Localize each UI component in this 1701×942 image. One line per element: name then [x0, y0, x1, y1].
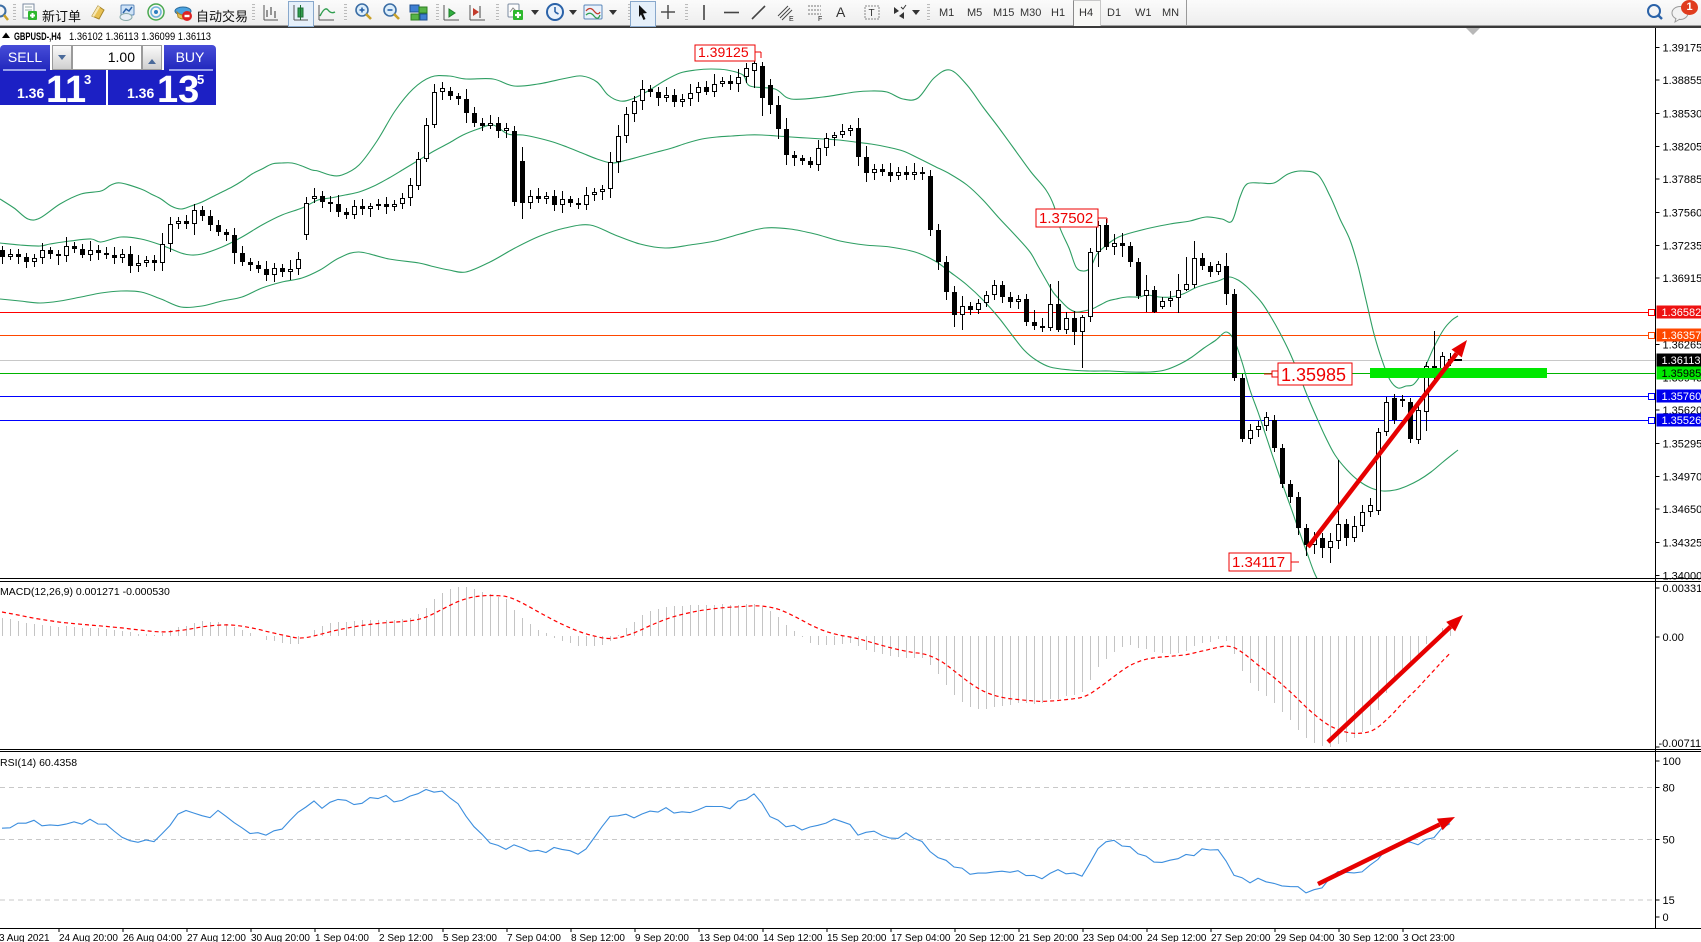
svg-text:24 Aug 20:00: 24 Aug 20:00 — [59, 933, 118, 942]
svg-text:T: T — [869, 8, 875, 19]
svg-text:-0.007112: -0.007112 — [1659, 738, 1701, 750]
svg-text:27 Aug 12:00: 27 Aug 12:00 — [187, 933, 246, 942]
svg-text:1.37502: 1.37502 — [1039, 210, 1093, 227]
svg-text:24 Sep 12:00: 24 Sep 12:00 — [1147, 933, 1207, 942]
svg-text:14 Sep 12:00: 14 Sep 12:00 — [763, 933, 823, 942]
svg-text:1.38205: 1.38205 — [1663, 142, 1701, 154]
svg-text:F: F — [818, 16, 822, 23]
svg-text:100: 100 — [1663, 756, 1681, 768]
svg-text:1.34650: 1.34650 — [1663, 504, 1701, 516]
svg-text:13 Sep 04:00: 13 Sep 04:00 — [699, 933, 759, 942]
svg-text:50: 50 — [1663, 834, 1675, 846]
svg-text:1.36265: 1.36265 — [1663, 339, 1701, 351]
svg-text:20 Sep 12:00: 20 Sep 12:00 — [955, 933, 1015, 942]
svg-text:1.35760: 1.35760 — [1662, 391, 1701, 403]
svg-text:80: 80 — [1663, 783, 1675, 795]
svg-text:E: E — [789, 16, 794, 23]
svg-text:RSI(14) 60.4358: RSI(14) 60.4358 — [0, 757, 77, 769]
svg-text:1.39125: 1.39125 — [698, 44, 749, 60]
svg-text:0.00: 0.00 — [1663, 632, 1684, 644]
svg-text:1.35985: 1.35985 — [1281, 365, 1346, 385]
svg-text:1.34970: 1.34970 — [1663, 472, 1701, 484]
svg-text:1.39175: 1.39175 — [1663, 43, 1701, 55]
svg-text:2 Sep 12:00: 2 Sep 12:00 — [379, 933, 433, 942]
svg-text:0: 0 — [1663, 912, 1669, 924]
svg-text:15: 15 — [1663, 895, 1675, 907]
svg-text:3 Oct 23:00: 3 Oct 23:00 — [1403, 933, 1455, 942]
svg-text:30 Sep 12:00: 30 Sep 12:00 — [1339, 933, 1399, 942]
svg-text:29 Sep 04:00: 29 Sep 04:00 — [1275, 933, 1335, 942]
svg-text:0.003315: 0.003315 — [1663, 583, 1701, 595]
svg-text:1.36102 1.36113 1.36099 1.3611: 1.36102 1.36113 1.36099 1.36113 — [69, 31, 211, 43]
svg-text:15 Sep 20:00: 15 Sep 20:00 — [827, 933, 887, 942]
svg-text:1.37885: 1.37885 — [1663, 174, 1701, 186]
svg-text:GBPUSD-,H4: GBPUSD-,H4 — [14, 31, 62, 43]
svg-text:7 Sep 04:00: 7 Sep 04:00 — [507, 933, 561, 942]
svg-text:1.38530: 1.38530 — [1663, 108, 1701, 120]
svg-text:1.36582: 1.36582 — [1662, 307, 1701, 319]
svg-text:30 Aug 20:00: 30 Aug 20:00 — [251, 933, 310, 942]
svg-text:1.38855: 1.38855 — [1663, 75, 1701, 87]
svg-text:1 Sep 04:00: 1 Sep 04:00 — [315, 933, 369, 942]
svg-text:9 Sep 20:00: 9 Sep 20:00 — [635, 933, 689, 942]
svg-text:1.34325: 1.34325 — [1663, 537, 1701, 549]
svg-text:26 Aug 04:00: 26 Aug 04:00 — [123, 933, 182, 942]
svg-text:MACD(12,26,9) 0.001271 -0.0005: MACD(12,26,9) 0.001271 -0.000530 — [0, 586, 170, 598]
svg-text:8 Sep 12:00: 8 Sep 12:00 — [571, 933, 625, 942]
svg-text:21 Sep 20:00: 21 Sep 20:00 — [1019, 933, 1079, 942]
svg-text:27 Sep 20:00: 27 Sep 20:00 — [1211, 933, 1271, 942]
svg-text:17 Sep 04:00: 17 Sep 04:00 — [891, 933, 951, 942]
svg-text:1.35295: 1.35295 — [1663, 438, 1701, 450]
svg-text:23 Sep 04:00: 23 Sep 04:00 — [1083, 933, 1143, 942]
svg-text:5 Sep 23:00: 5 Sep 23:00 — [443, 933, 497, 942]
svg-text:1.35526: 1.35526 — [1662, 415, 1701, 427]
svg-text:1.34117: 1.34117 — [1232, 554, 1285, 571]
svg-text:1.36357: 1.36357 — [1662, 330, 1701, 342]
svg-text:1.35985: 1.35985 — [1662, 368, 1701, 380]
svg-text:1.36113: 1.36113 — [1662, 355, 1701, 367]
svg-text:1.37560: 1.37560 — [1663, 207, 1701, 219]
svg-text:3 Aug 2021: 3 Aug 2021 — [0, 933, 50, 942]
svg-text:1.36915: 1.36915 — [1663, 273, 1701, 285]
svg-text:1.37235: 1.37235 — [1663, 241, 1701, 253]
svg-text:1.34000: 1.34000 — [1663, 570, 1701, 582]
